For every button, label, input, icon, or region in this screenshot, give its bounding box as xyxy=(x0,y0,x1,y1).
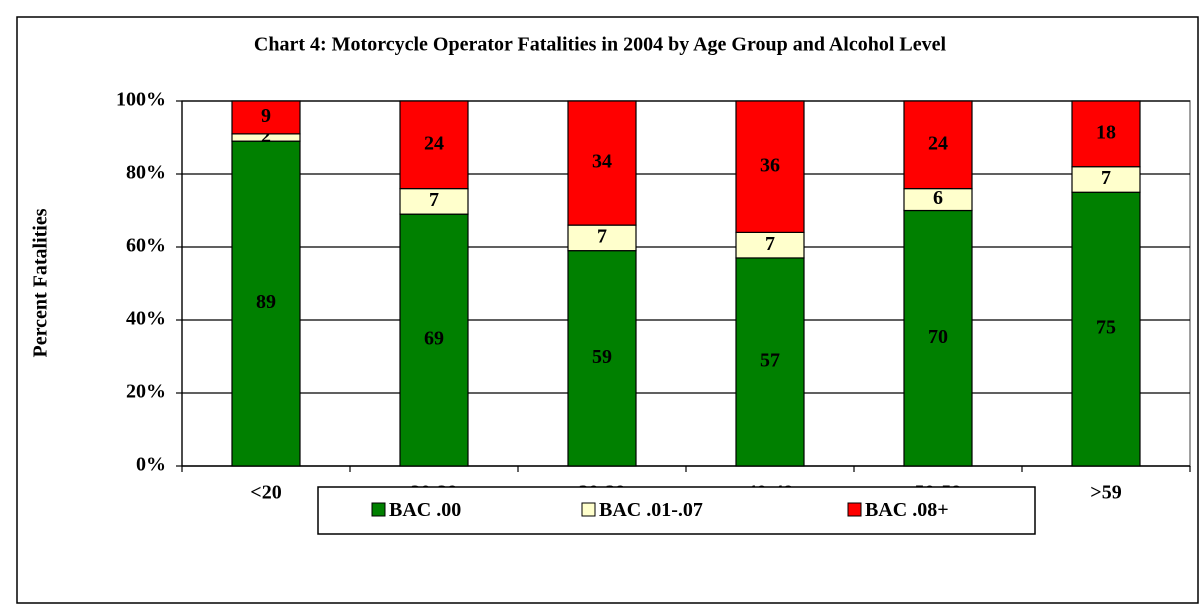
data-label: 34 xyxy=(592,151,612,173)
data-label: 6 xyxy=(933,187,943,209)
data-label: 59 xyxy=(592,346,612,368)
bar-segment xyxy=(231,140,301,467)
data-label: 9 xyxy=(261,105,271,127)
plot-area xyxy=(181,100,1191,467)
bar-segment xyxy=(735,100,805,233)
y-tick-label: 0% xyxy=(136,454,166,476)
bar-segment xyxy=(567,250,637,467)
data-label: 7 xyxy=(1101,167,1111,189)
chart-title: Chart 4: Motorcycle Operator Fatalities … xyxy=(254,34,947,56)
x-tick-label: <20 xyxy=(250,482,281,504)
legend-label: BAC .01-.07 xyxy=(599,499,703,521)
bar-segment xyxy=(567,100,637,226)
data-label: 18 xyxy=(1096,121,1116,143)
data-label: 7 xyxy=(765,233,775,255)
y-axis-label: Percent Fatalities xyxy=(30,208,52,357)
data-label: 24 xyxy=(928,132,948,154)
legend-label: BAC .08+ xyxy=(865,499,949,521)
x-tick-label: >59 xyxy=(1090,482,1121,504)
bar-segment xyxy=(399,100,469,190)
legend-label: BAC .00 xyxy=(389,499,461,521)
data-label: 75 xyxy=(1096,317,1116,339)
bar-segment xyxy=(1071,100,1141,168)
data-label: 70 xyxy=(928,326,948,348)
data-label: 2 xyxy=(261,125,271,147)
data-label: 7 xyxy=(429,189,439,211)
legend-swatch xyxy=(847,502,862,517)
bar-segment xyxy=(735,257,805,467)
y-tick-label: 100% xyxy=(116,89,166,111)
data-label: 57 xyxy=(760,350,780,372)
bar-segment xyxy=(567,224,637,252)
data-label: 7 xyxy=(597,225,607,247)
bar-segment xyxy=(231,100,301,135)
data-label: 69 xyxy=(424,328,444,350)
y-tick-label: 20% xyxy=(126,381,166,403)
y-tick-label: 40% xyxy=(126,308,166,330)
data-label: 36 xyxy=(760,154,780,176)
legend-swatch xyxy=(371,502,386,517)
bar-segment xyxy=(735,231,805,259)
legend-swatch xyxy=(581,502,596,517)
bar-segment xyxy=(903,100,973,190)
y-tick-label: 80% xyxy=(126,162,166,184)
data-label: 89 xyxy=(256,291,276,313)
y-tick-label: 60% xyxy=(126,235,166,257)
bar-segment xyxy=(1071,191,1141,467)
data-label: 24 xyxy=(424,132,444,154)
legend-box xyxy=(317,486,1036,535)
